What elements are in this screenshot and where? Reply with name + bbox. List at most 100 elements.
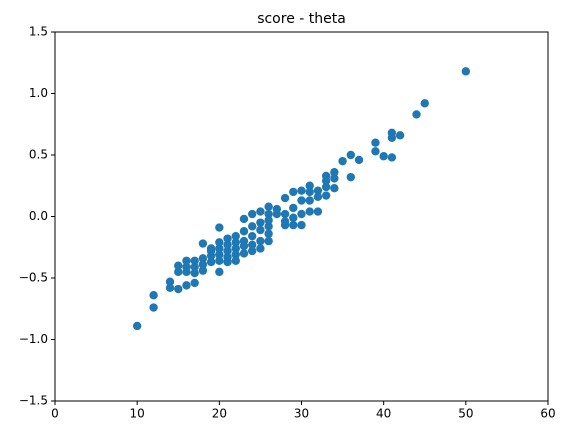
point [182,281,191,290]
x-tick-label: 10 [130,407,145,421]
point [321,176,331,186]
point [256,207,265,216]
point [248,222,257,231]
point [190,278,199,288]
point [215,250,224,259]
point [215,238,224,247]
point [264,236,273,246]
point [182,256,191,265]
point [305,187,314,197]
point [305,196,314,205]
x-tick-label: 50 [458,407,473,421]
point [379,152,388,161]
point [395,131,405,140]
point [371,138,380,147]
y-tick-label: 0.5 [29,148,48,162]
point [272,209,282,219]
point [239,249,249,258]
point [223,257,232,267]
point [198,266,208,275]
point [231,231,240,241]
point [132,321,142,331]
point [165,283,175,293]
x-tick-label: 0 [51,407,59,421]
point [248,240,257,249]
point [198,239,208,248]
point [190,256,199,265]
point [264,215,273,225]
point [206,246,216,256]
point [412,110,421,119]
point [190,262,199,272]
point [297,196,306,205]
point [387,128,397,138]
point [231,256,240,265]
point [198,260,208,269]
point [346,172,355,182]
point [149,303,158,312]
y-tick-label: −0.5 [19,271,48,285]
point [420,99,429,108]
point [231,238,240,247]
point [231,250,240,259]
point [264,222,273,231]
point [239,214,249,224]
point [248,231,257,241]
point [206,257,216,267]
point [330,174,339,183]
point [264,209,273,219]
point [297,209,306,219]
point [305,181,314,190]
point [321,182,331,192]
point [305,207,314,216]
point [321,191,331,200]
point [297,220,306,230]
point [289,187,298,197]
point [231,244,240,253]
y-tick-label: −1.0 [19,332,48,346]
x-tick-label: 20 [212,407,227,421]
point [297,186,306,195]
point [289,213,298,222]
point [223,246,232,256]
point [264,229,273,238]
x-tick-label: 40 [376,407,391,421]
point [330,184,339,193]
point [256,236,265,246]
point [280,193,290,203]
point [215,256,224,265]
point [190,268,199,278]
point [289,220,298,230]
point [248,246,257,256]
point [371,147,380,156]
point [149,291,158,300]
point [264,202,273,211]
point [256,218,265,227]
point [330,168,339,177]
point [248,209,257,219]
point [215,267,224,277]
point [387,153,397,162]
point [313,207,323,216]
point [223,234,232,243]
point [174,261,183,270]
y-tick-label: 1.0 [29,86,48,100]
point [174,267,183,277]
x-tick-label: 60 [540,407,555,421]
point [182,262,191,272]
point [280,220,290,230]
point [461,67,471,76]
point [280,209,290,219]
point [289,203,298,213]
point [313,186,323,195]
point [239,227,249,236]
point [165,277,175,286]
point [256,244,265,253]
x-tick-label: 30 [294,407,309,421]
point [174,284,183,294]
point [346,150,355,160]
y-tick-label: 1.5 [29,25,48,39]
point [354,155,364,165]
point [338,156,347,166]
